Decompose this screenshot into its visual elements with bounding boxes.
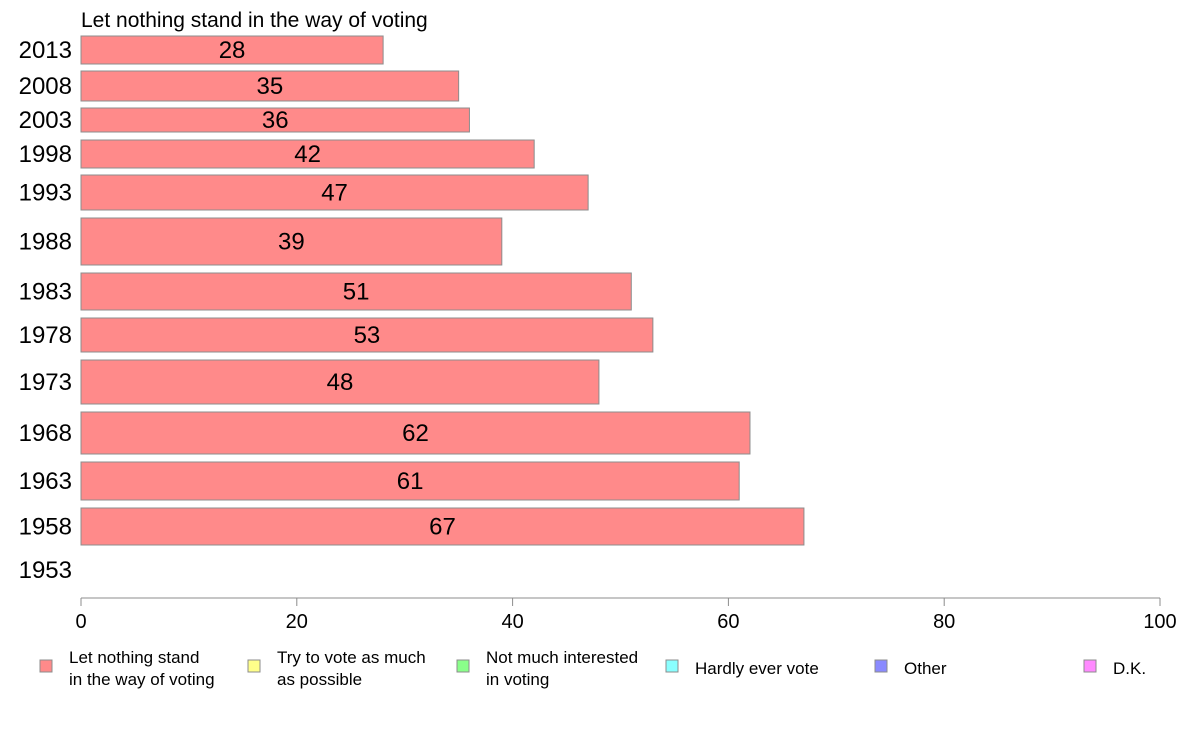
bar-2013 [80,35,384,65]
bar-value-label: 51 [343,279,370,306]
y-tick-label: 1963 [19,468,72,495]
x-tick-label: 80 [933,611,955,633]
bar-2003 [80,107,470,133]
y-tick-label: 1953 [19,557,72,584]
y-tick-label: 1968 [19,420,72,447]
bar-value-label: 28 [219,37,246,64]
bar-1993 [80,174,589,211]
year-labels-group: 2013 2008 2003 1998 1993 1988 1983 1978 1973 1968… [19,37,72,584]
legend-label: Let nothing stand [69,648,199,667]
bar-1988 [80,217,503,266]
legend-label: Try to vote as much [277,648,426,667]
y-tick-label: 1983 [19,279,72,306]
legend-label: in voting [486,670,549,689]
legend-label: as possible [277,670,362,689]
y-tick-label: 2013 [19,37,72,64]
bar-value-label: 61 [397,468,424,495]
y-tick-label: 1978 [19,322,72,349]
bar-1998 [80,139,535,169]
y-tick-label: 2008 [19,73,72,100]
y-tick-label: 1973 [19,369,72,396]
legend-swatch [665,659,679,673]
legend-label: Other [904,659,947,678]
bar-value-label: 53 [354,322,381,349]
bar-1973 [80,359,600,405]
bar-1983 [80,272,632,311]
x-tick-label: 0 [75,611,86,633]
y-tick-label: 2003 [19,107,72,134]
bar-1963 [80,461,740,501]
bar-value-label: 36 [262,107,289,134]
chart-title: Let nothing stand in the way of voting [81,9,428,32]
bar-2008 [80,70,460,102]
legend-label: Not much interested [486,648,638,667]
y-tick-label: 1988 [19,229,72,256]
bar-1958 [80,507,805,546]
legend: Let nothing stand in the way of voting Try… [39,648,1146,689]
x-tick-label: 60 [717,611,739,633]
legend-swatch [247,659,261,673]
legend-swatch [1083,659,1097,673]
legend-swatch [39,659,53,673]
y-tick-label: 1958 [19,514,72,541]
x-tick-label: 20 [286,611,308,633]
x-axis: 0 20 40 60 80 100 [75,597,1177,633]
y-tick-label: 1998 [19,141,72,168]
bar-value-label: 62 [402,420,429,447]
y-tick-label: 1993 [19,180,72,207]
legend-label: D.K. [1113,659,1146,678]
legend-label: Hardly ever vote [695,659,819,678]
bar-value-label: 48 [327,369,354,396]
bar-1968 [80,411,751,455]
bar-value-label: 35 [256,73,283,100]
x-tick-label: 40 [501,611,523,633]
legend-swatch [874,659,888,673]
legend-swatch [456,659,470,673]
bar-value-label: 39 [278,229,305,256]
x-tick-label: 100 [1143,611,1176,633]
bar-value-label: 67 [429,514,456,541]
bar-value-label: 47 [321,180,348,207]
legend-label: in the way of voting [69,670,215,689]
bar-1978 [80,317,654,353]
bar-value-label: 42 [294,141,321,168]
